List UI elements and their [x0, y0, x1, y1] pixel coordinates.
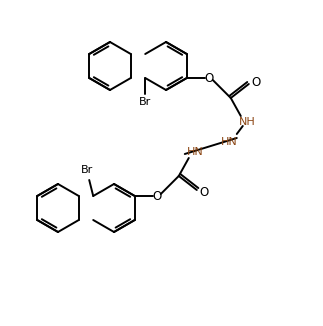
Text: O: O [204, 71, 214, 84]
Text: O: O [152, 189, 162, 202]
Text: HN: HN [186, 147, 203, 157]
Text: O: O [251, 76, 260, 88]
Text: HN: HN [220, 137, 237, 147]
Text: NH: NH [238, 117, 255, 127]
Text: O: O [199, 185, 208, 199]
Text: Br: Br [81, 165, 93, 175]
Text: Br: Br [139, 97, 151, 107]
